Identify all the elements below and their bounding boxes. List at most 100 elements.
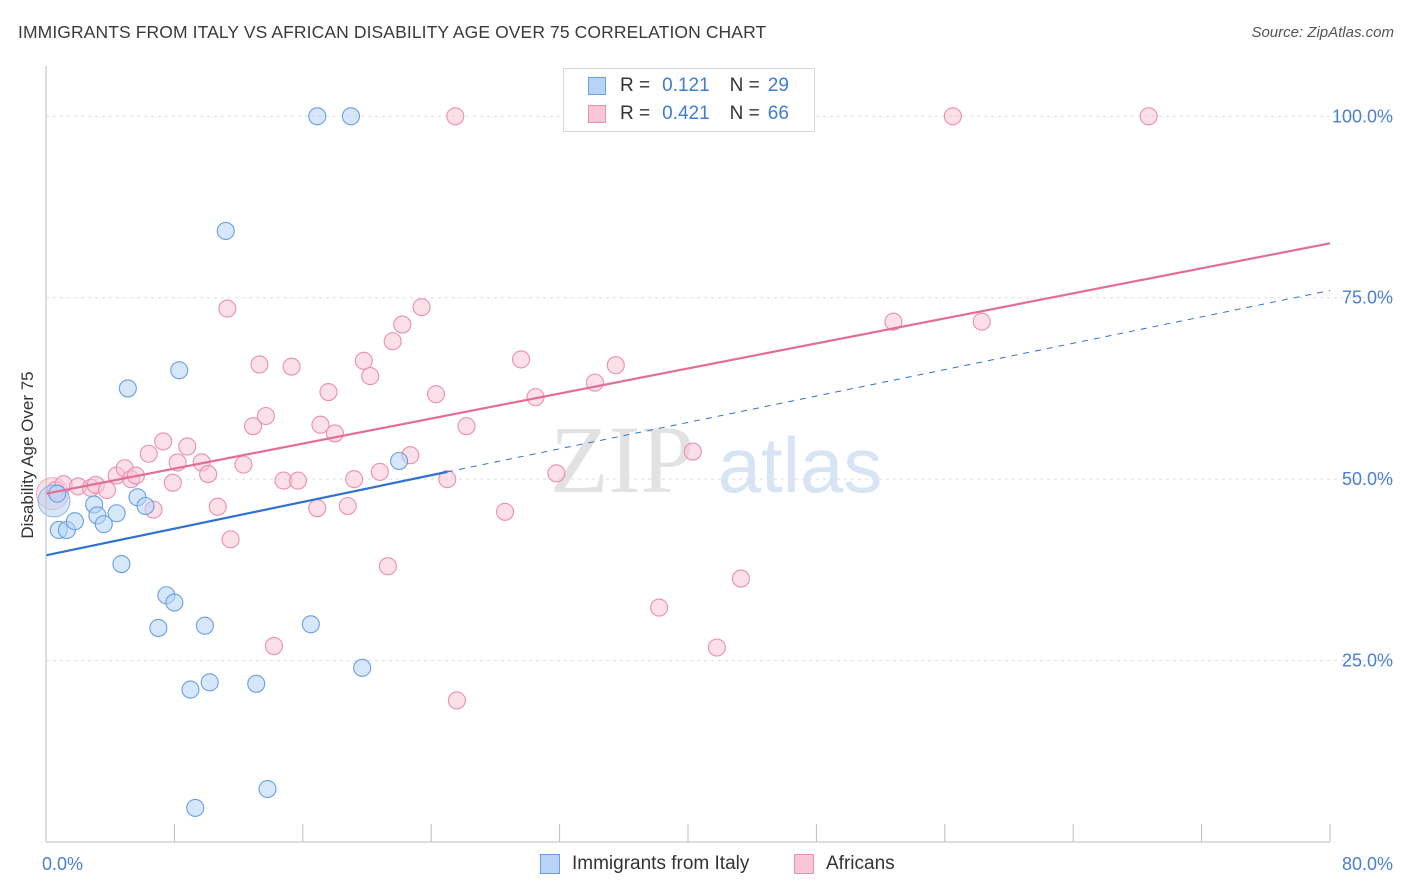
- y-tick-label: 100.0%: [1332, 106, 1393, 126]
- y-axis-label: Disability Age Over 75: [18, 371, 37, 539]
- bottom-legend-label-italy: Immigrants from Italy: [572, 853, 750, 874]
- data-point: [170, 361, 189, 380]
- watermark-atlas: atlas: [718, 421, 883, 509]
- y-tick-label: 75.0%: [1342, 288, 1393, 308]
- legend-row-africans: R = 0.421 N = 66: [588, 101, 789, 127]
- trend-line-italy: [45, 470, 448, 557]
- data-point: [221, 530, 240, 549]
- chart-source: Source: ZipAtlas.com: [1251, 24, 1394, 41]
- data-point: [354, 351, 373, 370]
- data-point: [308, 499, 327, 518]
- data-point: [118, 379, 137, 398]
- legend-row-italy: R = 0.121 N = 29: [588, 73, 789, 99]
- data-point: [139, 444, 158, 463]
- legend-r-value: 0.421: [662, 103, 710, 124]
- data-point: [282, 357, 301, 376]
- data-point: [308, 107, 327, 126]
- data-point: [199, 465, 218, 484]
- legend-n-value: 66: [767, 103, 789, 124]
- axis-layer: 25.0% 50.0% 75.0% 100.0% 0.0% 80.0%: [42, 66, 1393, 874]
- points-layer: [35, 107, 1158, 817]
- data-point: [154, 432, 173, 451]
- data-point: [412, 298, 431, 317]
- data-point: [208, 497, 227, 516]
- data-point: [353, 658, 372, 677]
- data-point: [338, 496, 357, 516]
- data-point: [65, 512, 84, 531]
- data-point: [370, 462, 389, 481]
- data-point: [288, 471, 308, 490]
- legend-r-label: R =: [620, 103, 651, 124]
- data-point: [234, 455, 253, 474]
- y-tick-label: 50.0%: [1342, 469, 1393, 489]
- data-point: [426, 385, 446, 404]
- chart-title: IMMIGRANTS FROM ITALY VS AFRICAN DISABIL…: [18, 22, 767, 42]
- grid-layer: [46, 115, 1392, 662]
- data-point: [165, 593, 184, 612]
- bottom-legend-swatch-africans: [794, 854, 814, 874]
- data-point: [438, 470, 457, 489]
- data-point: [250, 355, 269, 374]
- data-point: [181, 680, 200, 699]
- data-point: [393, 315, 412, 334]
- legend-swatch-africans: [588, 105, 606, 123]
- legend-n-label: N =: [729, 103, 760, 124]
- data-point: [361, 367, 380, 386]
- x-tick-label: 0.0%: [42, 854, 83, 874]
- data-point: [319, 383, 338, 402]
- x-tick-label: 80.0%: [1342, 854, 1393, 874]
- data-point: [243, 417, 263, 436]
- legend-r-label: R =: [620, 75, 651, 96]
- data-point: [218, 299, 237, 318]
- data-point: [512, 350, 531, 369]
- data-point: [447, 691, 466, 710]
- data-point: [383, 332, 402, 351]
- correlation-legend: R = 0.121 N = 29 R = 0.421 N = 66: [563, 68, 815, 132]
- data-point: [378, 557, 397, 576]
- data-point: [149, 618, 168, 637]
- data-point: [112, 555, 131, 574]
- data-point: [216, 221, 235, 240]
- data-point: [136, 496, 155, 516]
- data-point: [650, 598, 669, 617]
- data-point: [731, 569, 751, 588]
- data-point: [707, 638, 726, 657]
- data-point: [301, 615, 320, 634]
- data-point: [446, 107, 465, 126]
- watermark-zip: ZIP: [550, 406, 694, 513]
- data-point: [683, 442, 702, 461]
- trend-layer: [45, 242, 1331, 557]
- legend-n-label: N =: [729, 75, 760, 96]
- data-point: [345, 470, 364, 489]
- data-point: [247, 674, 266, 693]
- data-point: [94, 515, 113, 534]
- data-point: [200, 673, 219, 692]
- data-point: [457, 417, 476, 436]
- data-point: [311, 415, 330, 434]
- data-point: [1139, 107, 1158, 126]
- data-point: [258, 779, 277, 799]
- data-point: [390, 451, 409, 471]
- data-point: [972, 312, 991, 331]
- data-point: [195, 616, 214, 635]
- bottom-legend-africans: Africans: [794, 851, 895, 877]
- data-point: [943, 107, 962, 126]
- data-point: [256, 406, 275, 426]
- watermark: ZIP atlas: [550, 406, 882, 513]
- data-point: [97, 480, 117, 500]
- data-point: [884, 312, 903, 331]
- legend-n-value: 29: [767, 75, 789, 96]
- bottom-legend-italy: Immigrants from Italy: [540, 851, 749, 877]
- legend-swatch-italy: [588, 77, 606, 95]
- legend-r-value: 0.121: [662, 75, 710, 96]
- data-point: [341, 107, 361, 126]
- data-point: [178, 437, 197, 456]
- data-point: [163, 473, 182, 492]
- data-point: [606, 356, 625, 375]
- data-point: [186, 798, 205, 817]
- y-tick-label: 25.0%: [1342, 651, 1393, 671]
- bottom-legend-label-africans: Africans: [826, 853, 895, 874]
- data-point: [264, 637, 283, 656]
- trend-line-africans: [45, 242, 1331, 495]
